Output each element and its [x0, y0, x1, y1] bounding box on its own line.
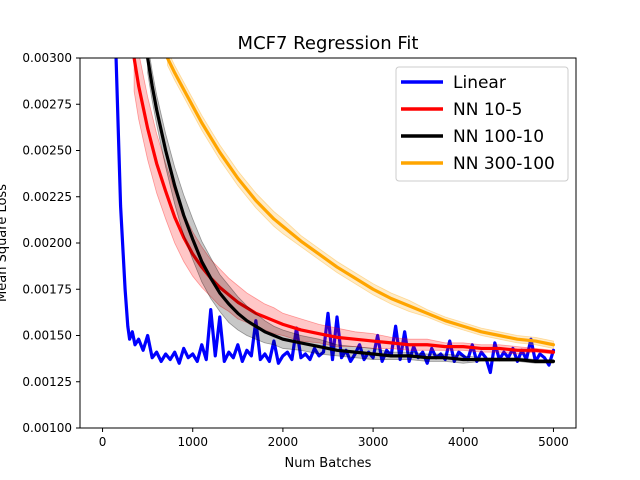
y-tick-label: 0.00125 — [22, 375, 72, 389]
y-tick-label: 0.00250 — [22, 144, 72, 158]
legend-frame — [395, 66, 569, 182]
legend-label-nn-300-100: NN 300-100 — [453, 154, 555, 174]
x-tick-label: 2000 — [268, 435, 299, 449]
y-tick-label: 0.00150 — [22, 329, 72, 343]
chart-title: MCF7 Regression Fit — [238, 33, 419, 54]
y-tick-label: 0.00100 — [22, 421, 72, 435]
series-line-nn-100-10 — [146, 58, 556, 363]
x-axis: 0 1000 2000 3000 4000 5000 — [99, 428, 569, 449]
band-nn-300-100 — [167, 58, 554, 349]
legend-label-nn-10-5: NN 10-5 — [453, 100, 522, 120]
y-tick-label: 0.00300 — [22, 51, 72, 65]
y-axis: 0.00100 0.00125 0.00150 0.00175 0.00200 0.002… — [22, 51, 80, 435]
legend-label-nn-100-10: NN 100-10 — [453, 127, 544, 147]
series-line-nn-300-100 — [165, 58, 556, 347]
band-nn-100-10 — [147, 58, 554, 364]
legend-label-linear: Linear — [453, 73, 506, 93]
x-tick-label: 5000 — [538, 435, 569, 449]
x-tick-label: 0 — [99, 435, 107, 449]
legend: Linear NN 10-5 NN 100-10 NN 300-100 — [395, 66, 569, 182]
band-nn-10-5 — [133, 58, 554, 355]
x-tick-label: 1000 — [177, 435, 208, 449]
series-layer — [114, 58, 556, 375]
y-axis-label: Mean Square Loss — [0, 184, 10, 302]
series-line-nn-10-5 — [132, 58, 556, 354]
x-tick-label: 3000 — [358, 435, 389, 449]
y-tick-label: 0.00225 — [22, 190, 72, 204]
y-tick-label: 0.00275 — [22, 97, 72, 111]
x-tick-label: 4000 — [448, 435, 479, 449]
y-tick-label: 0.00175 — [22, 282, 72, 296]
y-tick-label: 0.00200 — [22, 236, 72, 250]
x-axis-label: Num Batches — [285, 456, 372, 471]
